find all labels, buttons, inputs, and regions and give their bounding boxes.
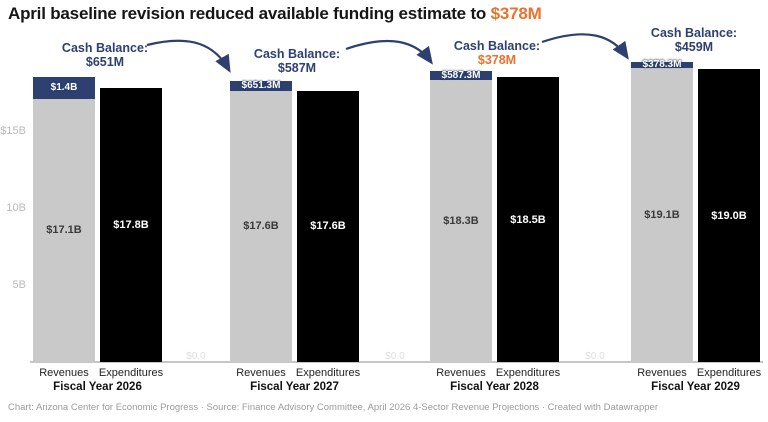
expenditures-bar: $18.5B [497,77,559,362]
zero-value-ghost-label: $0.0 [585,351,605,362]
expenditures-category-label: Expenditures [295,367,361,379]
fiscal-year-label: Fiscal Year 2028 [450,381,539,393]
cash-carryforward-segment: $378.3M [631,59,693,71]
cash-balance-annotation-value: $587M [277,61,317,75]
y-axis-tick-label: $15B [0,125,26,137]
y-axis-tick-label: 5B [12,279,26,291]
revenues-category-label: Revenues [39,367,89,379]
expenditures-bar: $19.0B [698,69,760,362]
chart-footer: Chart: Arizona Center for Economic Progr… [8,402,658,413]
chart-title-highlight: $378M [490,4,542,23]
cash-balance-annotation: Cash Balance: $587M [254,47,340,75]
cash-balance-annotation-value: $651M [85,55,125,69]
expenditures-category-label: Expenditures [696,367,762,379]
cash-carryforward-segment: $651.3M [230,80,292,92]
revenues-bar: $17.1B [33,98,95,362]
expenditures-value-label: $19.0B [711,209,747,222]
cash-carryforward-label: $378.3M [642,59,682,71]
revenues-bar: $18.3B [430,80,492,362]
expenditures-bar: $17.8B [100,87,162,362]
fiscal-year-label: Fiscal Year 2026 [53,381,142,393]
zero-value-ghost-label: $0.0 [186,351,206,362]
revenues-value-label: $17.1B [46,224,82,237]
cash-carryforward-segment: $587.3M [430,70,492,82]
cash-carryforward-label: $587.3M [441,70,481,82]
expenditures-value-label: $17.6B [310,220,346,233]
fiscal-year-label: Fiscal Year 2029 [651,381,740,393]
revenues-value-label: $19.1B [644,208,680,221]
expenditures-category-label: Expenditures [495,367,561,379]
cash-balance-annotation-title: Cash Balance: [253,47,341,61]
cash-carryforward-label: $1.4B [50,82,78,94]
zero-value-ghost-label: $0.0 [385,351,405,362]
cash-balance-annotation-title: Cash Balance: [650,26,738,40]
expenditures-value-label: $17.8B [113,218,149,231]
revenues-value-label: $17.6B [243,220,279,233]
chart-title-text: April baseline revision reduced availabl… [8,4,491,23]
chart-title: April baseline revision reduced availabl… [8,4,542,24]
cash-balance-annotation: Cash Balance: $459M [651,26,737,54]
expenditures-value-label: $18.5B [510,213,546,226]
y-axis-tick-label: 10B [6,202,26,214]
fiscal-year-label: Fiscal Year 2027 [250,381,339,393]
cash-carryforward-segment: $1.4B [33,77,95,99]
cash-balance-annotation: Cash Balance: $651M [62,41,148,69]
cash-balance-annotation: Cash Balance: $378M [454,39,540,67]
expenditures-category-label: Expenditures [98,367,164,379]
cash-carryforward-label: $651.3M [241,80,281,92]
cash-balance-annotation-value: $459M [674,40,714,54]
revenues-value-label: $18.3B [443,215,479,228]
revenues-category-label: Revenues [637,367,687,379]
x-axis-baseline [30,361,763,363]
revenues-category-label: Revenues [236,367,286,379]
expenditures-bar: $17.6B [297,90,359,362]
revenues-bar: $17.6B [230,90,292,362]
cash-balance-annotation-value: $378M [477,53,517,67]
revenues-category-label: Revenues [436,367,486,379]
cash-balance-annotation-title: Cash Balance: [453,39,541,53]
revenues-bar: $19.1B [631,67,693,362]
cash-balance-annotation-title: Cash Balance: [61,41,149,55]
